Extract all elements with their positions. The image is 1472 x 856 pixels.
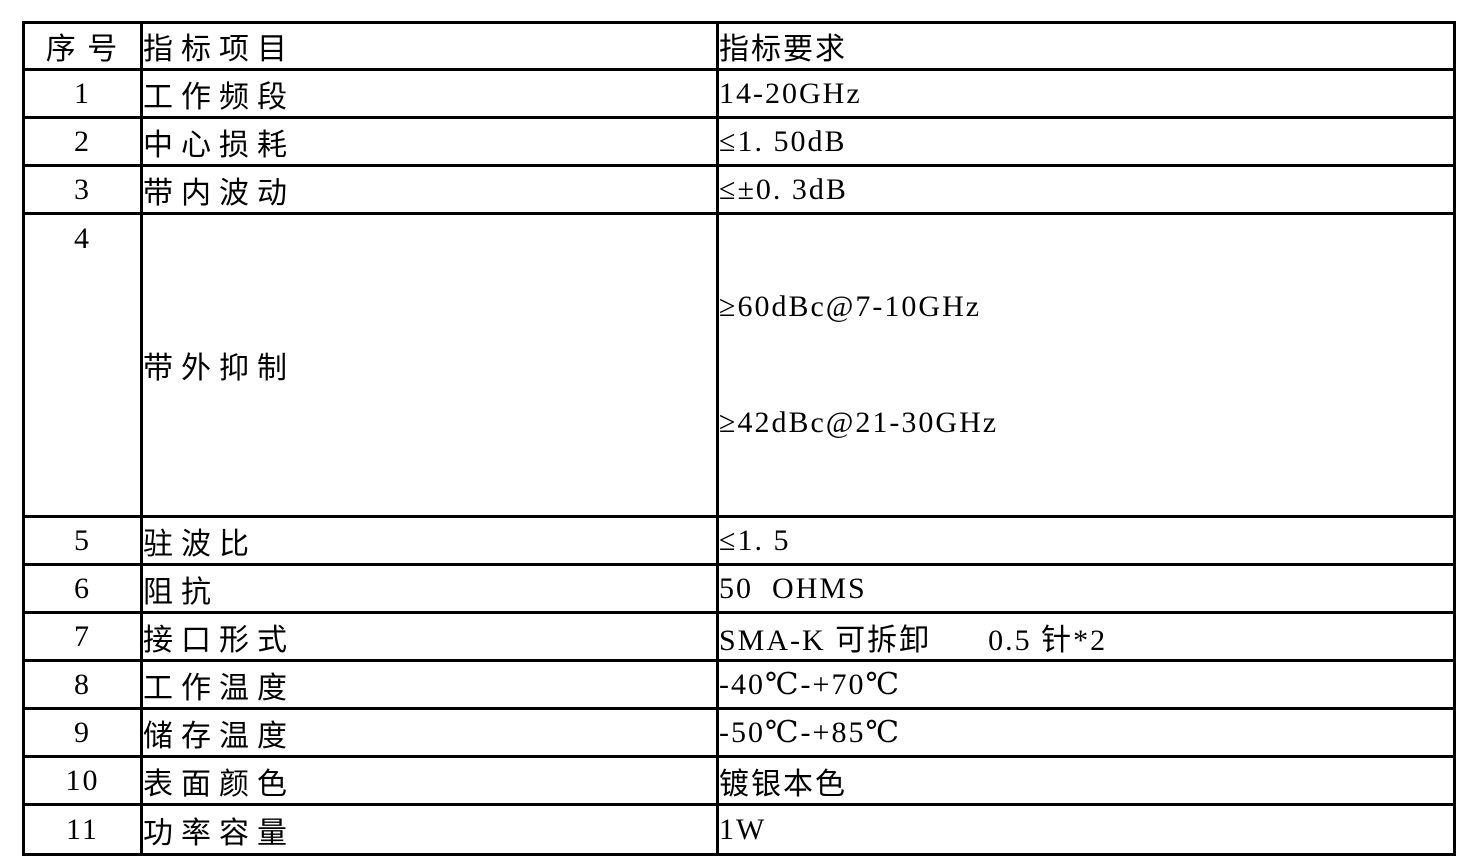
table-header-row: 序 号 指标项目 指标要求 (22, 21, 1456, 71)
req-line: -50℃-+85℃ (719, 716, 902, 749)
item-cell: 阻抗 (140, 563, 719, 614)
req-line: ≤±0. 3dB (719, 172, 848, 206)
req-cell: ≥60dBc@7-10GHz ≥42dBc@21-30GHz (716, 212, 1456, 518)
item-cell: 工作频段 (140, 68, 719, 119)
req-line: -40℃-+70℃ (719, 668, 902, 701)
table-row: 11 功率容量 1W (22, 803, 1456, 856)
header-indicator-requirement: 指标要求 (716, 21, 1456, 71)
item-cell: 驻波比 (140, 515, 719, 566)
table-row: 4 带外抑制 ≥60dBc@7-10GHz ≥42dBc@21-30GHz (22, 212, 1456, 518)
table-row: 6 阻抗 50 OHMS (22, 563, 1456, 614)
table-row: 7 接口形式 SMA-K 可拆卸 0.5 针*2 (22, 611, 1456, 662)
table-row: 8 工作温度 -40℃-+70℃ (22, 659, 1456, 710)
req-line: ≥42dBc@21-30GHz (719, 406, 999, 439)
table-row: 3 带内波动 ≤±0. 3dB (22, 164, 1456, 215)
row-number-cell: 6 (22, 563, 143, 614)
req-cell: -40℃-+70℃ (716, 659, 1456, 710)
row-number-cell: 7 (22, 611, 143, 662)
row-number-cell: 1 (22, 68, 143, 119)
row-number-cell: 9 (22, 707, 143, 758)
req-line: 1W (719, 812, 767, 846)
req-line: ≥60dBc@7-10GHz (719, 290, 982, 323)
item-cell: 中心损耗 (140, 116, 719, 167)
table-row: 1 工作频段 14-20GHz (22, 68, 1456, 119)
header-serial-number: 序 号 (22, 21, 143, 71)
spec-table: 序 号 指标项目 指标要求 1 工作频段 14-20GHz 2 中心损耗 ≤1.… (22, 21, 1456, 856)
req-cell: ≤1. 5 (716, 515, 1456, 566)
req-cell: ≤1. 50dB (716, 116, 1456, 167)
req-cell: -50℃-+85℃ (716, 707, 1456, 758)
row-number-cell: 5 (22, 515, 143, 566)
row-number-cell: 10 (22, 755, 143, 806)
row-number-cell: 11 (22, 803, 143, 856)
table-row: 10 表面颜色 镀银本色 (22, 755, 1456, 806)
table-row: 5 驻波比 ≤1. 5 (22, 515, 1456, 566)
item-cell: 带内波动 (140, 164, 719, 215)
item-cell: 功率容量 (140, 803, 719, 856)
table-row: 9 储存温度 -50℃-+85℃ (22, 707, 1456, 758)
row-number-cell: 3 (22, 164, 143, 215)
req-line: 14-20GHz (719, 76, 862, 110)
header-indicator-item: 指标项目 (140, 21, 719, 71)
req-line: 50 OHMS (719, 571, 867, 605)
row-number-cell: 2 (22, 116, 143, 167)
req-cell: 14-20GHz (716, 68, 1456, 119)
req-line: SMA-K 可拆卸 0.5 针*2 (719, 623, 1108, 657)
req-cell: ≤±0. 3dB (716, 164, 1456, 215)
row-number-cell: 4 (22, 212, 143, 518)
req-cell: 1W (716, 803, 1456, 856)
req-line: ≤1. 5 (719, 523, 791, 557)
item-cell: 工作温度 (140, 659, 719, 710)
row-number-cell: 8 (22, 659, 143, 710)
item-cell: 表面颜色 (140, 755, 719, 806)
req-cell: SMA-K 可拆卸 0.5 针*2 (716, 611, 1456, 662)
req-cell: 镀银本色 (716, 755, 1456, 806)
req-cell: 50 OHMS (716, 563, 1456, 614)
item-cell: 储存温度 (140, 707, 719, 758)
table-row: 2 中心损耗 ≤1. 50dB (22, 116, 1456, 167)
req-line: ≤1. 50dB (719, 124, 847, 158)
item-cell: 带外抑制 (140, 212, 719, 518)
item-cell: 接口形式 (140, 611, 719, 662)
req-line: 镀银本色 (719, 767, 847, 801)
